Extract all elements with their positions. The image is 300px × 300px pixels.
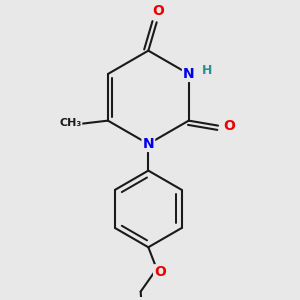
Text: O: O: [223, 118, 235, 133]
Text: O: O: [152, 4, 164, 18]
Text: N: N: [142, 137, 154, 151]
Text: H: H: [202, 64, 212, 77]
Text: O: O: [154, 265, 166, 279]
Text: CH₃: CH₃: [59, 118, 81, 128]
Text: N: N: [183, 67, 194, 81]
